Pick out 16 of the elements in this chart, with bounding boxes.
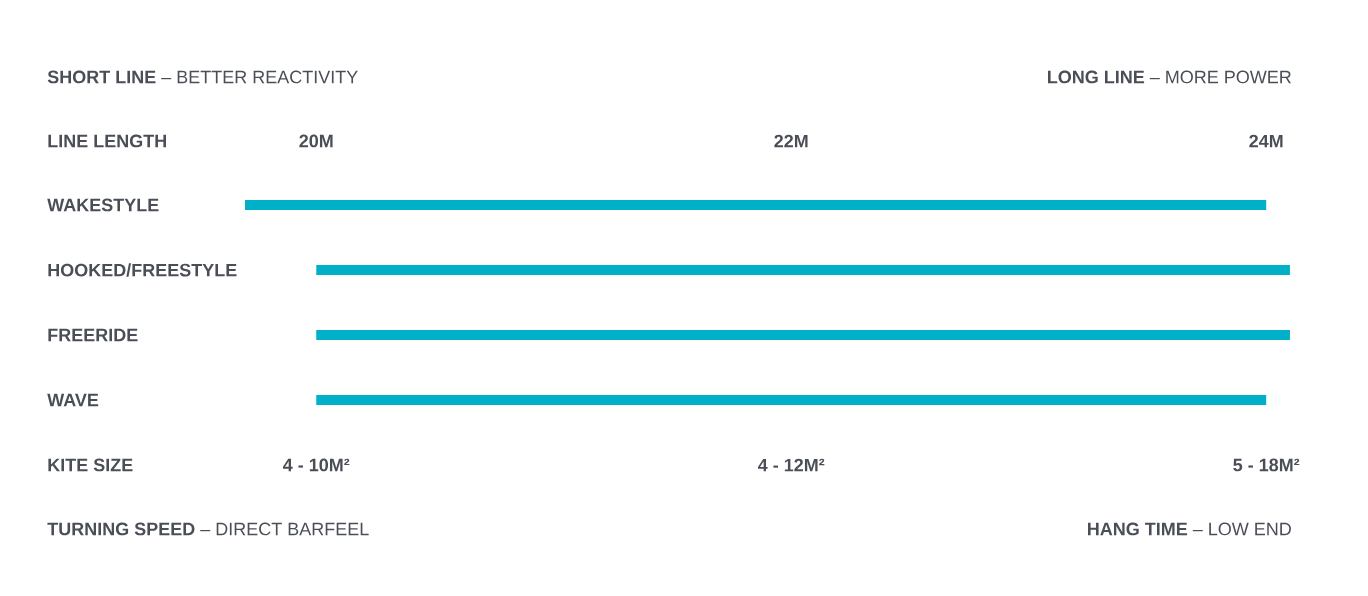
x-tick-label: 20M (299, 134, 333, 148)
y-tick-label: WAKESTYLE (47, 198, 159, 212)
text: SHORT LINE – BETTER REACTIVITY (47, 70, 358, 84)
x-tick-label: 22M (774, 134, 808, 148)
text: KITE SIZE (48, 458, 133, 472)
y-tick-label: HOOKED/FREESTYLE (48, 263, 237, 277)
y-tick-label: FREERIDE (48, 328, 138, 342)
text: LONG LINE – MORE POWER (1048, 70, 1291, 84)
y-tick-label: WAVE (47, 393, 99, 407)
text: 4 - 12M² (757, 458, 825, 472)
text: TURNING SPEED – DIRECT BARFEEL (47, 522, 369, 536)
x-axis-title: LINE LENGTH (48, 134, 166, 148)
x-tick-label: 24M (1249, 134, 1283, 148)
text: 4 - 10M² (283, 458, 350, 472)
text: 5 - 18M² (1233, 458, 1300, 472)
text: HANG TIME – LOW END (1088, 522, 1291, 536)
